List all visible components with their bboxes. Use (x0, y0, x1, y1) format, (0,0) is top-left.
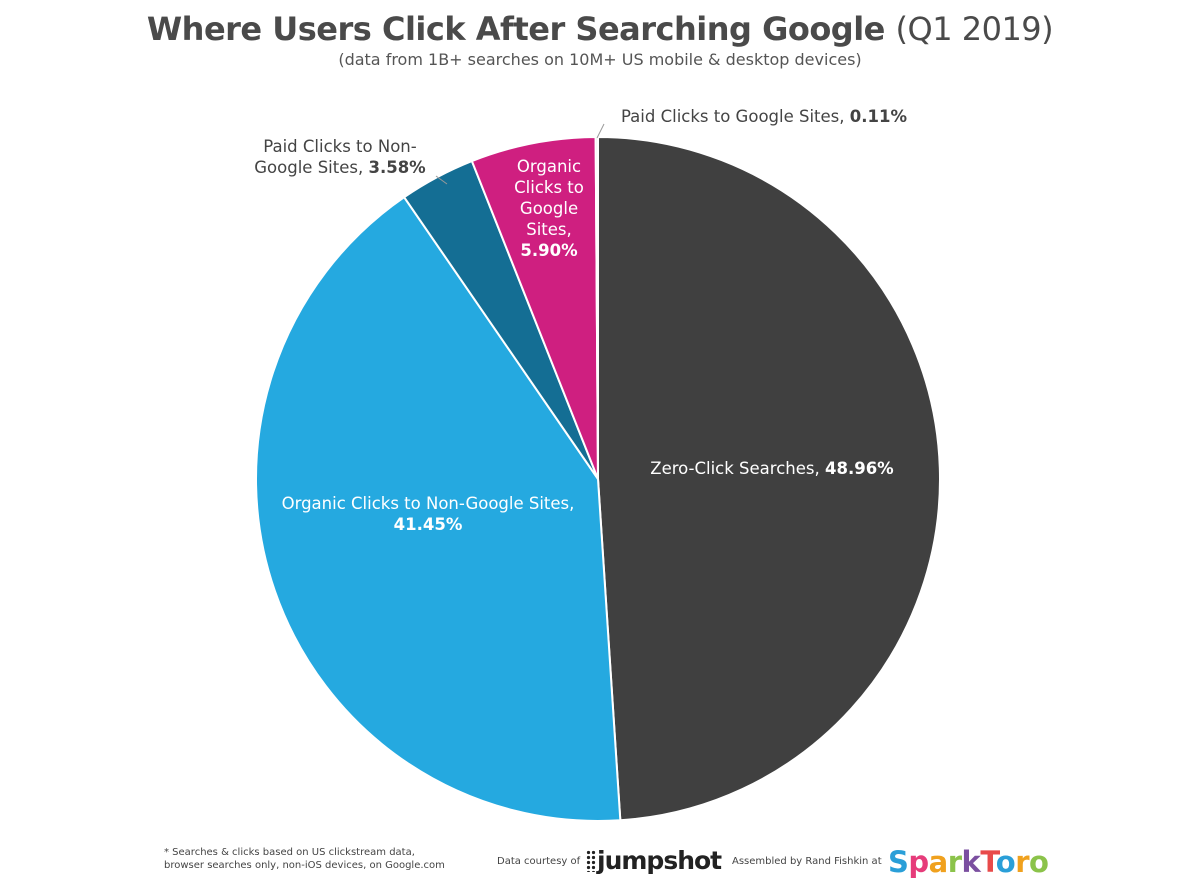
slice-label: Organic Clicks to Google Sites, 5.90% (514, 157, 584, 260)
pie-slice (470, 136, 599, 480)
sparktoro-logo-letter: r (1015, 845, 1030, 879)
data-courtesy-text: Data courtesy of (497, 856, 581, 867)
slice-label: Zero-Click Searches, 48.96% (650, 459, 894, 478)
sparktoro-logo-letter: o (995, 845, 1016, 879)
title-year: (Q1 2019) (895, 10, 1054, 48)
assembled-by-text: Assembled by Rand Fishkin at (732, 856, 882, 867)
footnote-line-2: browser searches only, non-iOS devices, … (164, 860, 445, 871)
chart-subtitle: (data from 1B+ searches on 10M+ US mobil… (338, 50, 862, 69)
slice-label: Organic Clicks to Non-Google Sites, 41.45… (282, 494, 575, 534)
sparktoro-logo-letter: a (928, 845, 949, 879)
jumpshot-logo: jumpshot (586, 846, 722, 875)
sparktoro-logo-letter: r (947, 845, 962, 879)
chart-title: Where Users Click After Searching Google… (0, 10, 1200, 48)
jumpshot-dots-icon (586, 850, 596, 872)
footnote-line-1: * Searches & clicks based on US clickstr… (164, 847, 415, 858)
slice-label: Paid Clicks to Google Sites, 0.11% (621, 107, 908, 126)
jumpshot-logo-text: jumpshot (597, 846, 722, 875)
label-leader-line (596, 123, 605, 139)
sparktoro-logo-letter: k (961, 845, 981, 879)
sparktoro-logo: SparkToro (888, 845, 1049, 879)
sparktoro-logo-letter: S (888, 845, 909, 879)
title-main: Where Users Click After Searching Google (146, 10, 886, 48)
pie-slice (255, 195, 622, 822)
footnote: * Searches & clicks based on US clickstr… (164, 846, 445, 872)
slice-label: Paid Clicks to Non-Google Sites, 3.58% (254, 137, 426, 177)
pie-slice (597, 135, 941, 822)
sparktoro-logo-letter: p (908, 845, 929, 879)
sparktoro-logo-letter: o (1029, 845, 1049, 879)
sparktoro-logo-letter: T (980, 845, 996, 879)
label-leader-line (435, 175, 448, 185)
